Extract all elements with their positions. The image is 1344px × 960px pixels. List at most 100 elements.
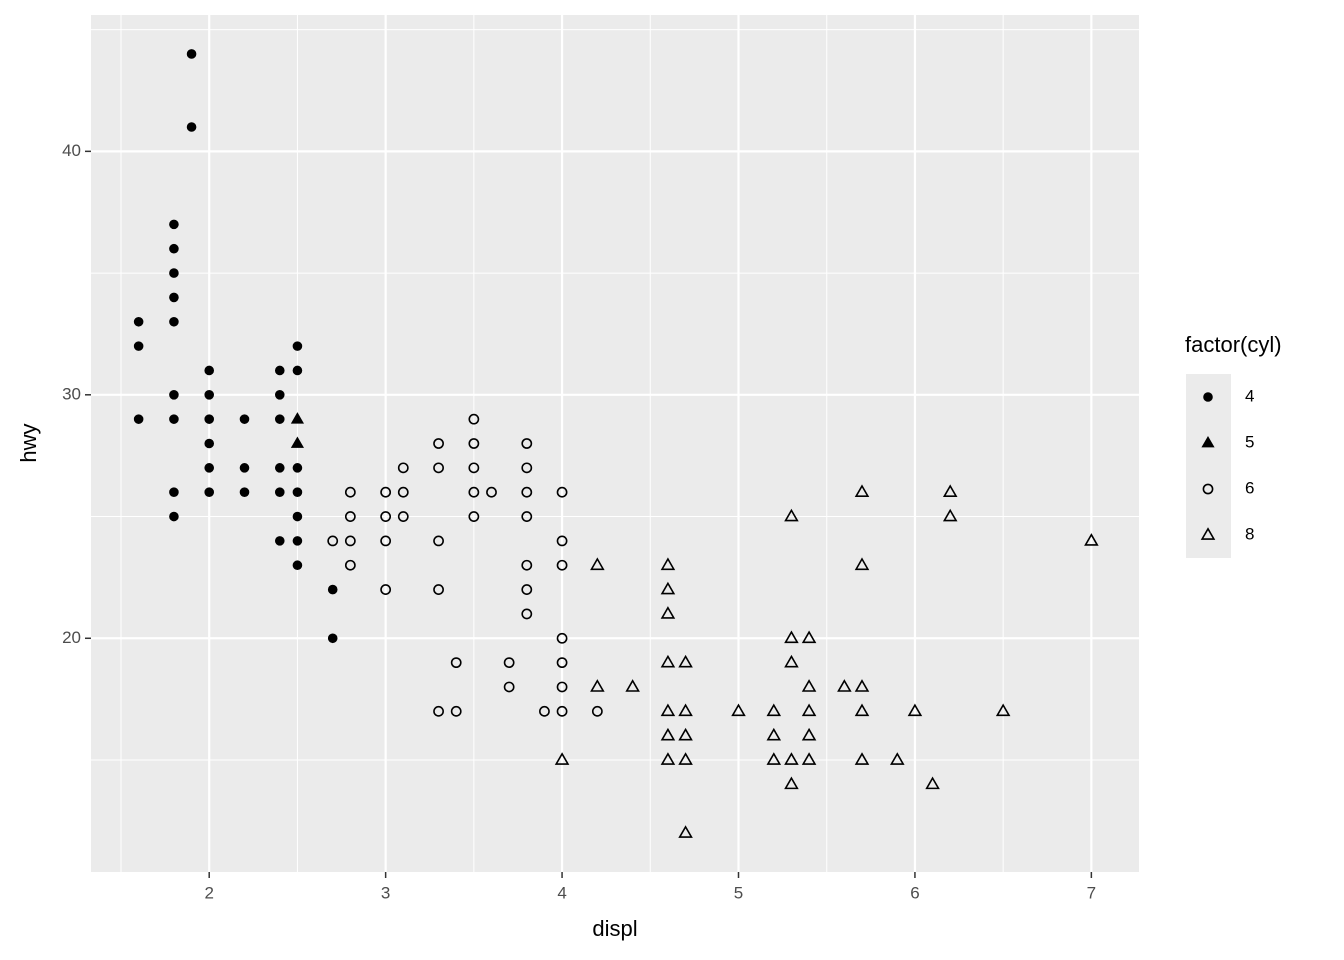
point	[678, 825, 693, 838]
point	[380, 511, 392, 522]
point	[290, 436, 305, 448]
point	[556, 632, 568, 644]
point	[292, 560, 303, 571]
point	[327, 633, 338, 644]
y-tick-label: 30	[62, 384, 81, 403]
point	[169, 316, 179, 327]
legend-key	[1200, 527, 1216, 540]
point	[433, 462, 444, 474]
point	[433, 535, 444, 547]
point	[433, 705, 444, 717]
point	[397, 486, 409, 498]
point	[521, 486, 533, 498]
point	[239, 487, 250, 497]
point	[801, 752, 817, 765]
legend-label: 4	[1245, 386, 1254, 405]
point	[942, 508, 958, 522]
point	[801, 727, 817, 741]
point	[380, 486, 392, 498]
point	[344, 535, 356, 547]
point	[837, 679, 852, 692]
legend-key	[1201, 435, 1215, 448]
point	[468, 438, 480, 449]
x-tick-label: 3	[381, 883, 390, 902]
legend-label: 8	[1245, 524, 1254, 543]
point	[678, 703, 693, 717]
point	[521, 511, 533, 522]
point	[890, 752, 905, 765]
point	[468, 413, 480, 425]
point	[204, 463, 215, 473]
point	[784, 630, 799, 644]
point	[556, 535, 568, 547]
x-tick-label: 7	[1087, 883, 1096, 902]
legend-label: 6	[1245, 478, 1254, 497]
point	[554, 752, 570, 765]
x-tick-label: 4	[557, 883, 566, 902]
point	[204, 390, 215, 400]
point	[397, 511, 409, 522]
point	[925, 776, 940, 790]
point	[503, 681, 515, 693]
point	[731, 703, 746, 717]
legend-key	[1202, 483, 1214, 495]
point	[995, 703, 1011, 717]
point	[801, 630, 817, 644]
x-tick-label: 5	[734, 883, 743, 902]
point	[521, 559, 533, 571]
y-axis-title: hwy	[16, 423, 41, 462]
point	[433, 584, 444, 595]
point	[784, 508, 799, 522]
point	[660, 557, 676, 571]
point	[907, 703, 923, 717]
point	[292, 463, 303, 473]
point	[274, 463, 285, 473]
point	[292, 487, 303, 497]
legend-title: factor(cyl)	[1185, 332, 1282, 357]
point	[660, 752, 676, 765]
x-tick-label: 2	[204, 883, 213, 902]
point	[397, 462, 409, 474]
point	[327, 535, 339, 547]
point	[521, 462, 533, 474]
point	[133, 316, 144, 327]
point	[186, 122, 197, 132]
point	[169, 243, 179, 254]
point	[204, 438, 215, 449]
point	[344, 559, 356, 571]
point	[133, 414, 144, 424]
point	[169, 487, 179, 497]
point	[678, 727, 693, 741]
point	[169, 292, 179, 303]
point	[290, 412, 305, 424]
panel	[91, 15, 1139, 872]
point	[450, 705, 462, 717]
point	[590, 679, 605, 692]
point	[204, 365, 215, 376]
point	[204, 414, 215, 424]
point	[327, 584, 338, 595]
point	[854, 679, 870, 692]
point	[292, 365, 303, 376]
point	[678, 654, 693, 668]
point	[556, 486, 568, 498]
point	[450, 657, 462, 669]
y-tick-label: 40	[62, 141, 81, 160]
point	[169, 268, 179, 278]
point	[169, 414, 179, 424]
point	[801, 703, 817, 717]
point	[854, 484, 870, 498]
point	[521, 584, 533, 595]
point	[169, 511, 179, 522]
point	[186, 49, 197, 59]
point	[660, 727, 676, 741]
point	[660, 654, 676, 668]
point	[590, 557, 605, 571]
point	[539, 705, 550, 717]
point	[503, 657, 515, 669]
x-axis-title: displ	[592, 916, 637, 941]
point	[292, 511, 303, 522]
point	[274, 487, 285, 497]
point	[169, 390, 179, 400]
